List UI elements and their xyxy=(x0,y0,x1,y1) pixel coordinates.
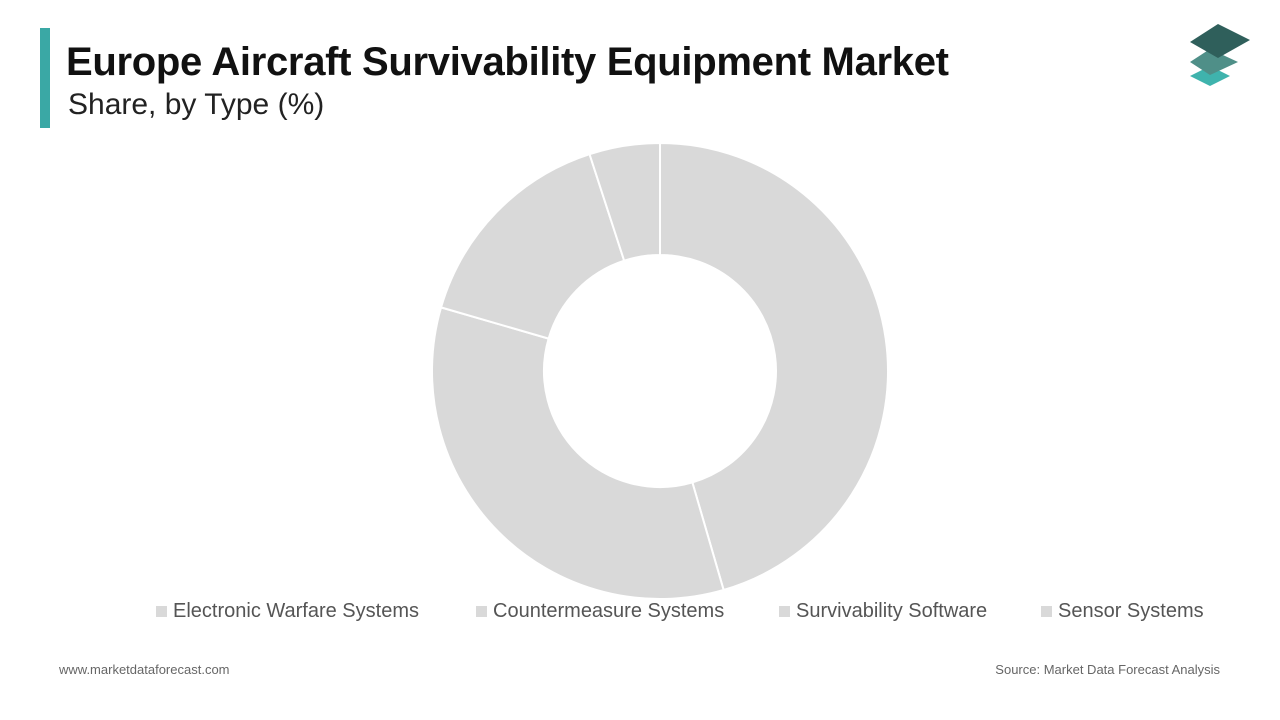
donut-slice-countermeasure-systems xyxy=(431,306,725,600)
donut-slice-electronic-warfare-systems xyxy=(659,141,889,592)
footer-source: Source: Market Data Forecast Analysis xyxy=(995,662,1220,677)
footer-website: www.marketdataforecast.com xyxy=(59,662,230,677)
chart-subtitle: Share, by Type (%) xyxy=(68,88,325,121)
legend-item: Electronic Warfare Systems xyxy=(156,600,419,623)
legend-label: Countermeasure Systems xyxy=(493,600,725,622)
logo-layer-bottom xyxy=(1190,66,1230,86)
legend-label: Electronic Warfare Systems xyxy=(173,600,419,622)
chart-legend: Electronic Warfare Systems Countermeasure… xyxy=(0,600,1280,628)
legend-swatch xyxy=(156,606,167,617)
title-accent-bar xyxy=(40,28,50,128)
legend-swatch xyxy=(476,606,487,617)
legend-item: Survivability Software xyxy=(779,600,987,623)
legend-label: Sensor Systems xyxy=(1058,600,1204,622)
legend-item: Sensor Systems xyxy=(1041,600,1204,623)
stacked-layers-icon xyxy=(1190,24,1250,86)
legend-swatch xyxy=(1041,606,1052,617)
logo-layer-top xyxy=(1190,24,1250,58)
legend-label: Survivability Software xyxy=(796,600,988,622)
donut-slice-survivability-software xyxy=(439,152,626,340)
legend-item: Countermeasure Systems xyxy=(476,600,724,623)
legend-swatch xyxy=(779,606,790,617)
donut-slice-sensor-systems xyxy=(588,141,661,262)
chart-title: Europe Aircraft Survivability Equipment … xyxy=(66,40,949,84)
logo-layer-middle xyxy=(1190,49,1238,75)
